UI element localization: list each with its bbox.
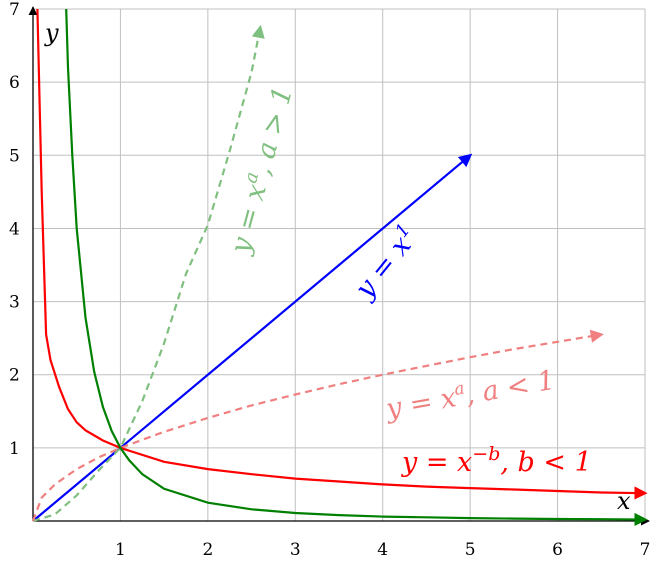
y-tick-label: 6 xyxy=(9,73,20,93)
y-tick-label: 1 xyxy=(9,439,20,459)
y-tick-label: 5 xyxy=(9,146,20,166)
tick-labels: 1 2 3 4 5 6 7 1 2 3 4 5 6 7 xyxy=(9,0,650,560)
y-tick-label: 3 xyxy=(9,293,20,313)
x-axis-label: x xyxy=(617,487,631,515)
series-line xyxy=(36,8,648,500)
x-tick-label: 1 xyxy=(115,540,126,560)
x-tick-label: 4 xyxy=(377,540,388,560)
curve-labels: y = x1y = xa, a > 1y = xa, a < 1y = x−b,… xyxy=(222,83,592,478)
curve-label: y = x−b, b < 1 xyxy=(401,443,592,478)
x-tick-label: 2 xyxy=(202,540,213,560)
x-tick-label: 7 xyxy=(640,540,651,560)
y-axis-label: y xyxy=(44,19,59,47)
series-line xyxy=(32,153,473,522)
y-tick-label: 2 xyxy=(9,366,20,386)
series-line xyxy=(31,329,604,522)
grid xyxy=(33,8,646,521)
y-tick-label: 4 xyxy=(9,219,20,239)
curve-label: y = xa, a > 1 xyxy=(222,83,299,258)
axes: xy xyxy=(28,6,650,526)
x-tick-label: 3 xyxy=(290,540,301,560)
series xyxy=(31,8,648,527)
x-tick-label: 5 xyxy=(465,540,476,560)
series-line xyxy=(65,8,648,527)
curve-label: y = x1 xyxy=(346,219,424,305)
series-line xyxy=(32,24,265,523)
y-tick-label: 7 xyxy=(9,0,20,20)
x-tick-label: 6 xyxy=(552,540,563,560)
